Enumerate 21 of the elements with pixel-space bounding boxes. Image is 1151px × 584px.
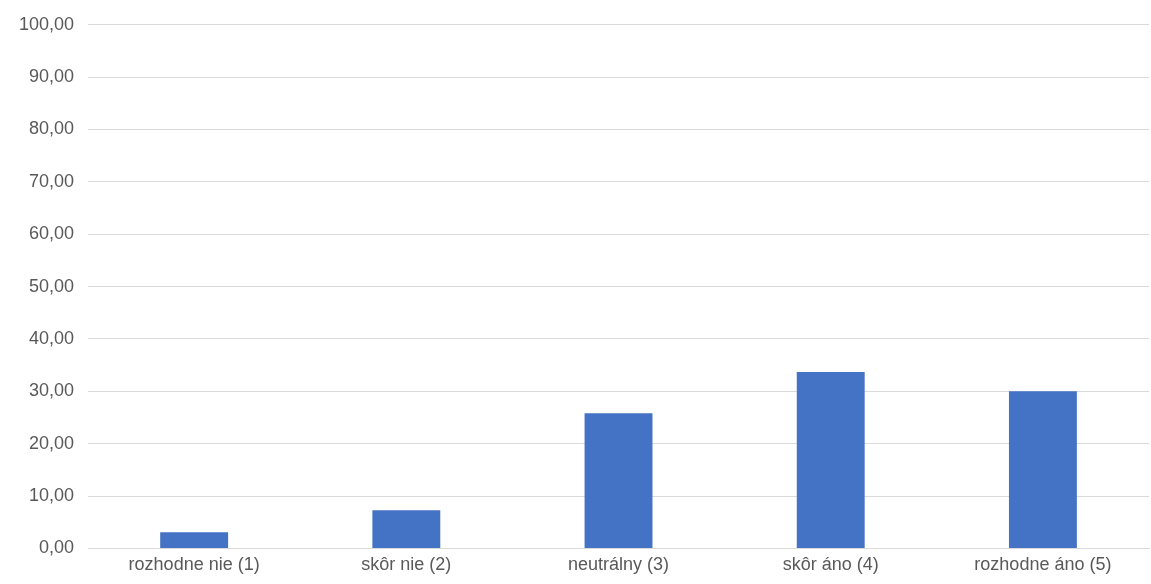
y-tick-label: 50,00 <box>29 275 75 296</box>
x-tick-label: skôr áno (4) <box>782 554 879 575</box>
bar <box>796 371 865 548</box>
x-tick-label: rozhodne nie (1) <box>128 554 260 575</box>
bar <box>1008 391 1077 548</box>
y-tick-label: 60,00 <box>29 223 75 244</box>
y-tick-label: 20,00 <box>29 432 75 453</box>
y-tick-label: 100,00 <box>18 13 75 34</box>
y-tick-label: 30,00 <box>29 380 75 401</box>
x-tick-label: rozhodne áno (5) <box>974 554 1112 575</box>
y-tick-label: 90,00 <box>29 66 75 87</box>
y-tick-label: 10,00 <box>29 485 75 506</box>
x-tick-label: skôr nie (2) <box>361 554 452 575</box>
y-tick-label: 80,00 <box>29 118 75 139</box>
bar <box>160 532 229 548</box>
bar <box>372 510 441 548</box>
bar <box>584 413 653 548</box>
y-tick-label: 40,00 <box>29 327 75 348</box>
y-tick-label: 70,00 <box>29 170 75 191</box>
x-tick-label: neutrálny (3) <box>568 554 670 575</box>
y-tick-label: 0,00 <box>39 537 75 558</box>
